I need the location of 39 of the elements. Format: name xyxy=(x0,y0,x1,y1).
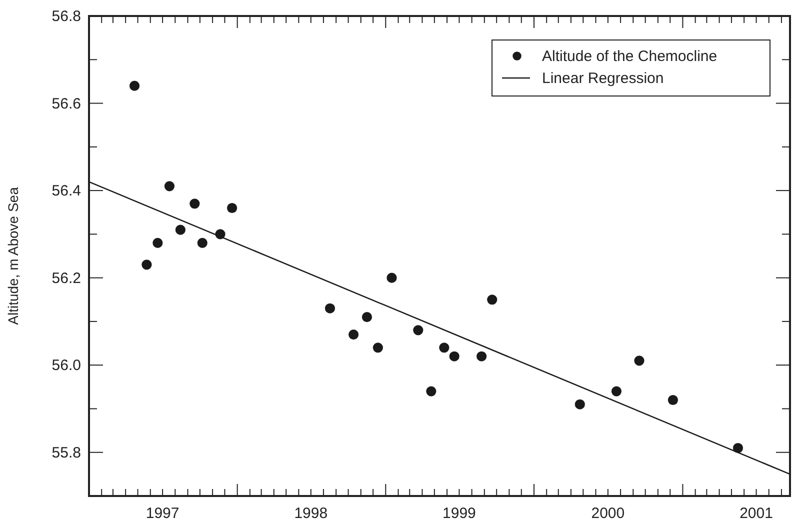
legend-label: Linear Regression xyxy=(542,70,664,87)
point xyxy=(426,386,436,396)
point xyxy=(668,394,678,406)
point xyxy=(348,330,359,340)
y-axis-title: Altitude, m Above Sea xyxy=(5,186,21,325)
point xyxy=(324,303,336,314)
point xyxy=(732,442,744,454)
x-tick-label: 1998 xyxy=(294,505,328,522)
point xyxy=(197,238,208,248)
y-tick-label: 56.2 xyxy=(52,270,81,287)
point xyxy=(227,202,238,214)
x-tick-label: 1999 xyxy=(442,505,476,522)
point xyxy=(362,312,372,322)
point xyxy=(164,181,175,192)
point xyxy=(449,351,460,362)
y-tick-label: 56.8 xyxy=(52,8,81,25)
point xyxy=(487,294,498,305)
point xyxy=(175,224,186,235)
y-tick-label: 56.4 xyxy=(52,182,81,200)
point xyxy=(152,238,163,248)
y-tick-label: 56.6 xyxy=(52,95,81,112)
point xyxy=(574,399,585,410)
point xyxy=(190,198,200,209)
legend-label: Altitude of the Chemocline xyxy=(542,48,718,65)
point xyxy=(634,356,644,366)
x-tick-label: 2000 xyxy=(591,505,625,522)
point xyxy=(142,260,152,270)
point xyxy=(611,386,622,396)
point xyxy=(439,342,450,353)
x-tick-label: 1997 xyxy=(146,505,180,522)
y-tick-label: 56.0 xyxy=(52,357,81,374)
point xyxy=(386,272,397,283)
x-tick-label: 2001 xyxy=(740,505,773,522)
point xyxy=(129,80,140,91)
point xyxy=(215,229,226,240)
point xyxy=(413,325,424,336)
point xyxy=(372,342,383,353)
point xyxy=(476,351,487,362)
y-tick-label: 55.8 xyxy=(52,444,81,462)
